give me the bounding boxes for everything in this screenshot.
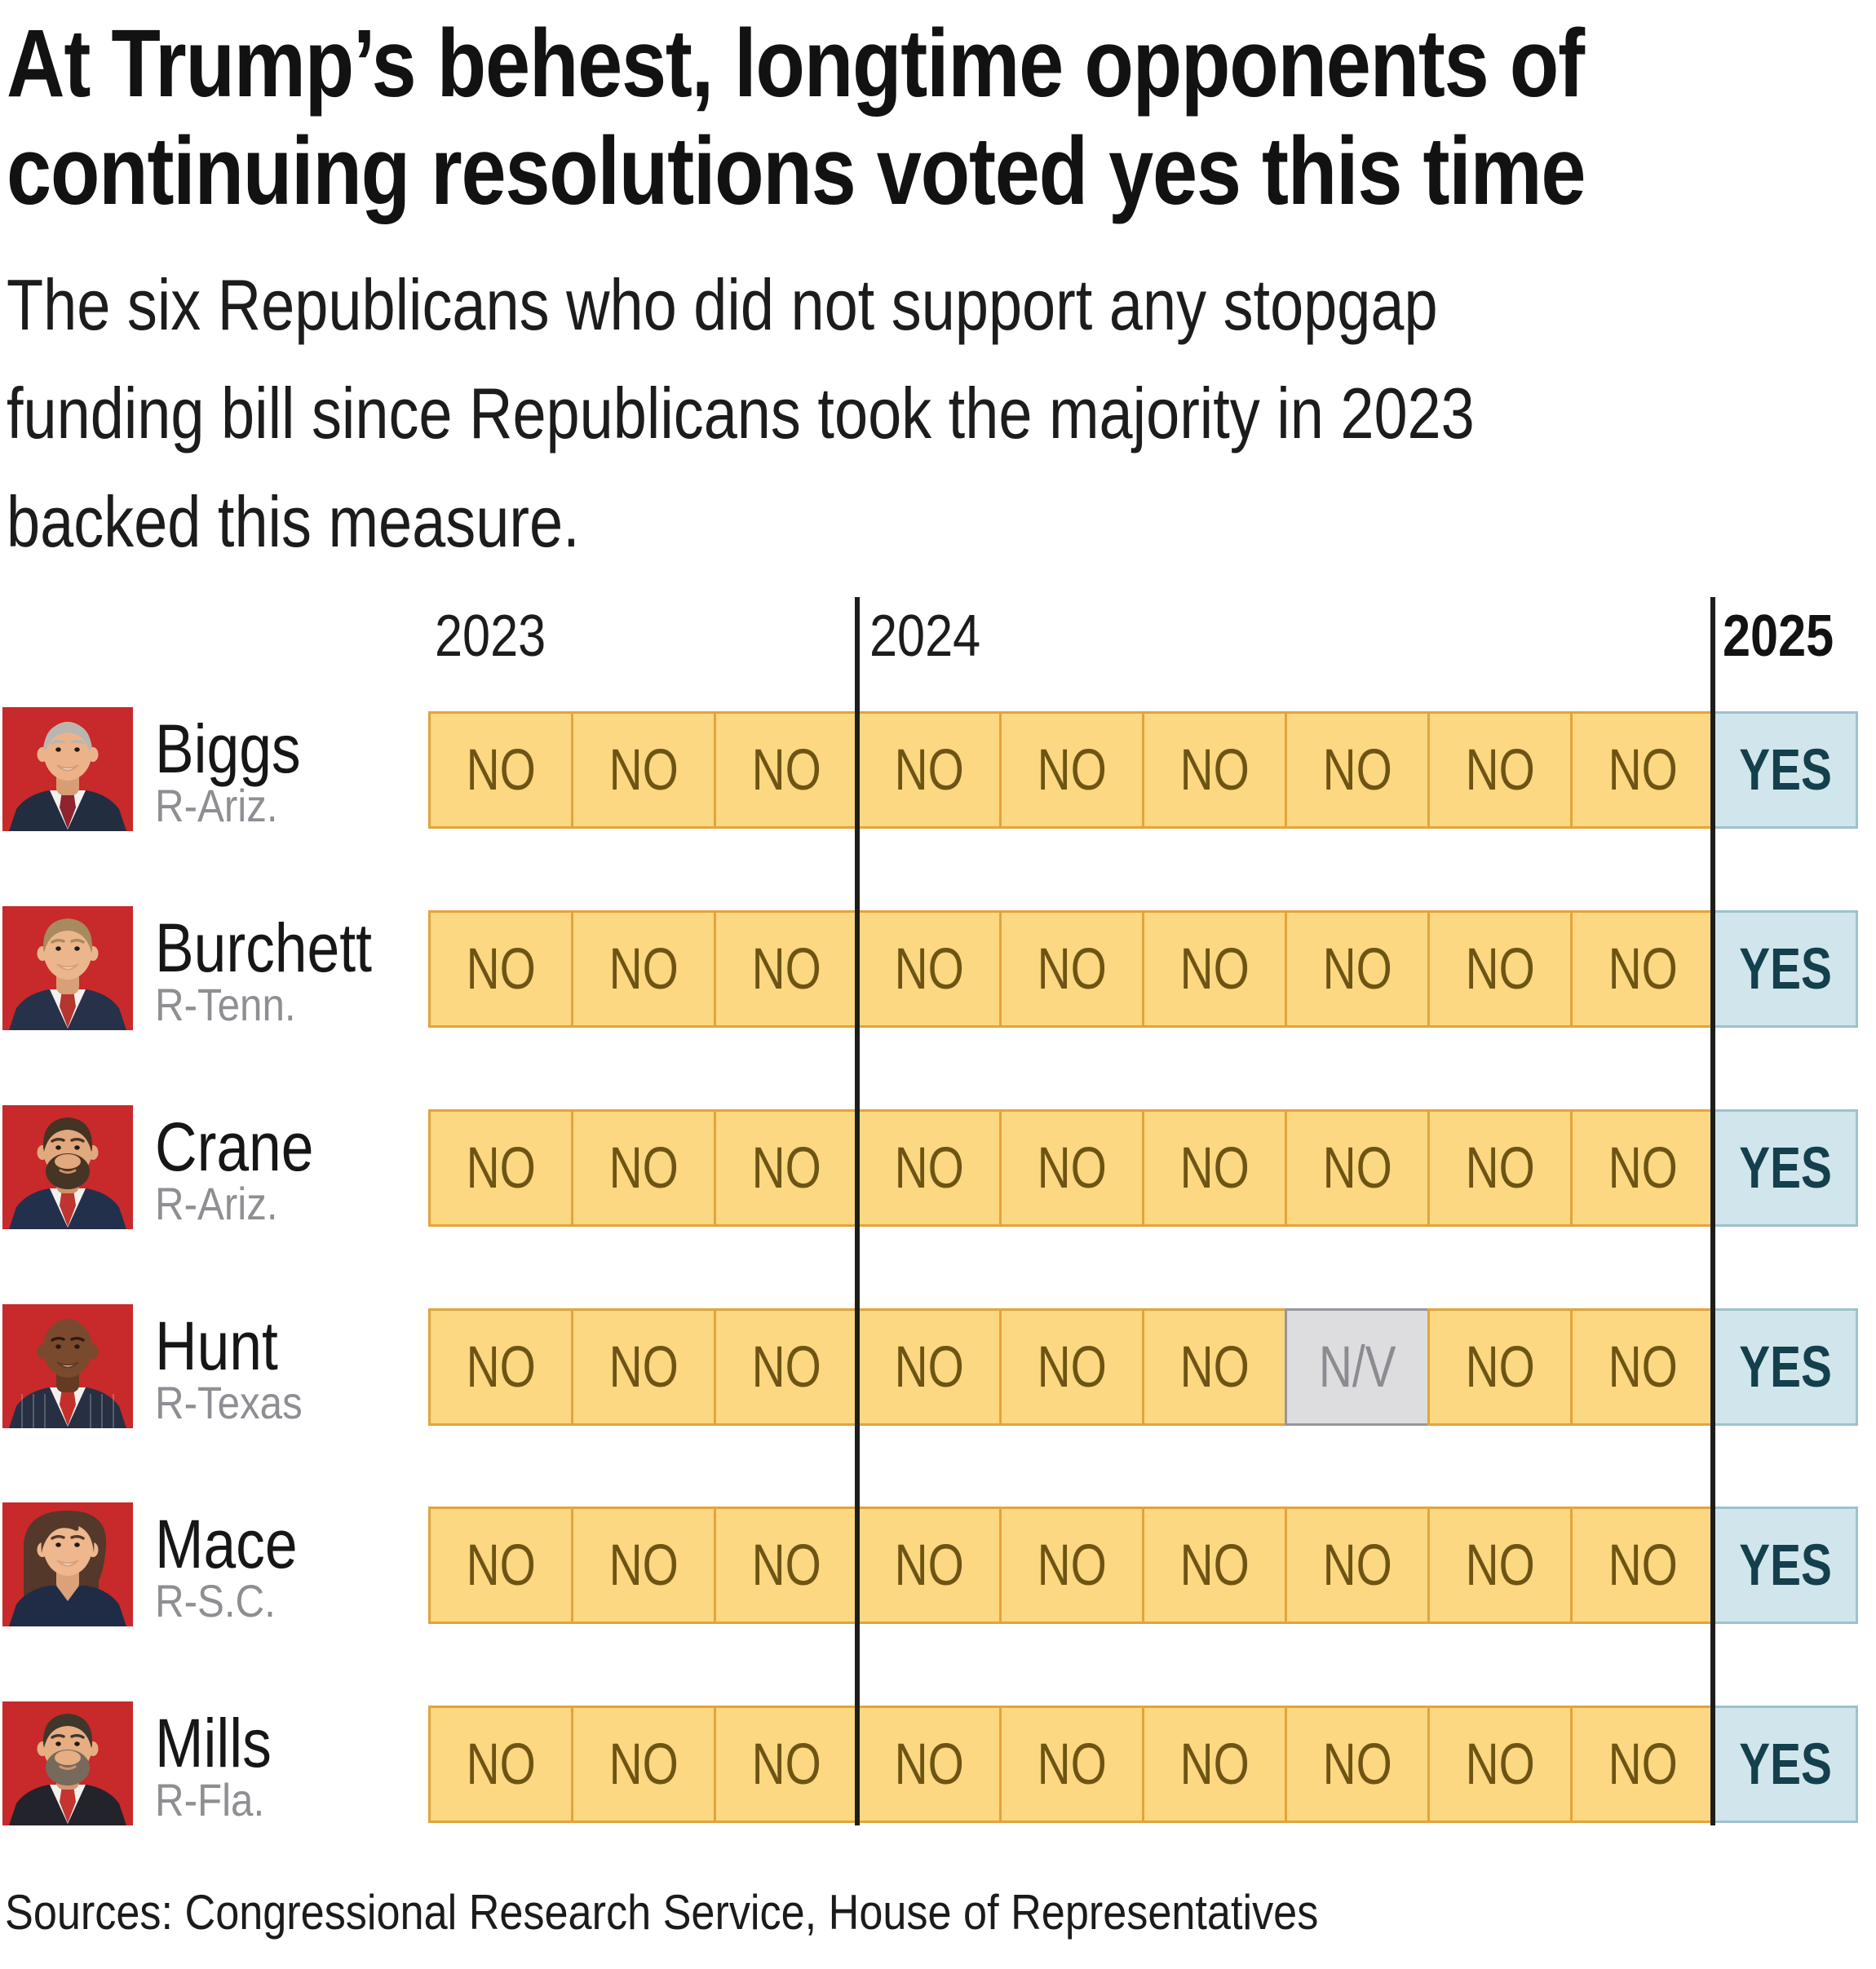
year-label-2025: 2025 bbox=[1723, 604, 1834, 669]
vote-cell: NO bbox=[999, 1308, 1144, 1426]
vote-cell: YES bbox=[1713, 1308, 1858, 1426]
vote-cell: NO bbox=[1570, 1109, 1715, 1227]
vote-cell: NO bbox=[856, 1308, 1002, 1426]
vote-cell: NO bbox=[1285, 910, 1430, 1028]
page-title: At Trump’s behest, longtime opponents of… bbox=[7, 10, 1876, 225]
member-name: Burchett bbox=[155, 909, 372, 986]
vote-cell: NO bbox=[428, 711, 573, 829]
vote-cell: NO bbox=[1142, 1507, 1287, 1624]
vote-cell: NO bbox=[1142, 1308, 1287, 1426]
vote-cell: NO bbox=[571, 1507, 716, 1624]
vote-cell: N/V bbox=[1285, 1308, 1430, 1426]
vote-cell: NO bbox=[1285, 1706, 1430, 1823]
vote-cell: NO bbox=[1427, 1507, 1573, 1624]
vote-cell: NO bbox=[1570, 1308, 1715, 1426]
vote-cell: YES bbox=[1713, 1706, 1858, 1823]
title-line-1: At Trump’s behest, longtime opponents of bbox=[7, 10, 1585, 117]
subtitle-line-2: funding bill since Republicans took the … bbox=[7, 373, 1475, 454]
vote-cell: NO bbox=[1142, 1706, 1287, 1823]
vote-cell: NO bbox=[714, 711, 859, 829]
title-line-2: continuing resolutions voted yes this ti… bbox=[7, 117, 1586, 225]
vote-cell: NO bbox=[999, 1706, 1144, 1823]
member-party-state: R-Fla. bbox=[155, 1774, 265, 1825]
vote-cell: NO bbox=[1427, 910, 1573, 1028]
vote-cell: YES bbox=[1713, 711, 1858, 829]
vote-cell: NO bbox=[856, 1706, 1002, 1823]
vote-cell: NO bbox=[714, 1308, 859, 1426]
vote-cell: NO bbox=[571, 1308, 716, 1426]
vote-cell: NO bbox=[1570, 1706, 1715, 1823]
member-party-state: R-Texas bbox=[155, 1377, 303, 1428]
member-photo-biggs bbox=[2, 707, 133, 831]
vote-cell: NO bbox=[428, 1706, 573, 1823]
vote-cell: NO bbox=[714, 910, 859, 1028]
vote-cell: NO bbox=[856, 1109, 1002, 1227]
vote-cell: NO bbox=[1570, 711, 1715, 829]
vote-cell: NO bbox=[571, 910, 716, 1028]
vote-cell: NO bbox=[571, 1109, 716, 1227]
vote-cell: NO bbox=[1427, 1308, 1573, 1426]
vote-cell: NO bbox=[999, 910, 1144, 1028]
member-party-state: R-Ariz. bbox=[155, 780, 278, 831]
member-photo-crane bbox=[2, 1105, 133, 1229]
vote-cell: NO bbox=[428, 910, 573, 1028]
year-divider-2024 bbox=[855, 597, 860, 1825]
vote-cell: NO bbox=[1570, 1507, 1715, 1624]
vote-cell: NO bbox=[714, 1109, 859, 1227]
member-photo-hunt bbox=[2, 1304, 133, 1428]
vote-cell: NO bbox=[856, 711, 1002, 829]
vote-cell: NO bbox=[999, 711, 1144, 829]
vote-cell: NO bbox=[1142, 910, 1287, 1028]
vote-cell: NO bbox=[999, 1507, 1144, 1624]
vote-cell: NO bbox=[428, 1308, 573, 1426]
vote-cell: NO bbox=[1285, 1109, 1430, 1227]
vote-cell: NO bbox=[1427, 1706, 1573, 1823]
vote-cell: NO bbox=[428, 1507, 573, 1624]
member-party-state: R-Tenn. bbox=[155, 979, 296, 1030]
vote-cell: NO bbox=[1427, 1109, 1573, 1227]
vote-cell: NO bbox=[856, 1507, 1002, 1624]
vote-cell: NO bbox=[1427, 711, 1573, 829]
year-label-2023: 2023 bbox=[435, 604, 546, 669]
member-name: Mills bbox=[155, 1705, 272, 1781]
member-name: Crane bbox=[155, 1108, 314, 1185]
member-party-state: R-S.C. bbox=[155, 1575, 276, 1626]
vote-cell: NO bbox=[1142, 711, 1287, 829]
vote-cell: NO bbox=[714, 1507, 859, 1624]
vote-cell: NO bbox=[1142, 1109, 1287, 1227]
vote-cell: NO bbox=[856, 910, 1002, 1028]
vote-cell: NO bbox=[1570, 910, 1715, 1028]
member-name: Hunt bbox=[155, 1308, 278, 1384]
member-photo-mace bbox=[2, 1502, 133, 1626]
vote-cell: NO bbox=[571, 1706, 716, 1823]
vote-cell: NO bbox=[428, 1109, 573, 1227]
vote-cell: YES bbox=[1713, 1507, 1858, 1624]
vote-cell: NO bbox=[714, 1706, 859, 1823]
source-note: Sources: Congressional Research Service,… bbox=[5, 1885, 1319, 1940]
vote-cell: NO bbox=[571, 711, 716, 829]
vote-cell: YES bbox=[1713, 910, 1858, 1028]
vote-cell: NO bbox=[1285, 711, 1430, 829]
member-name: Mace bbox=[155, 1506, 298, 1582]
member-photo-burchett bbox=[2, 906, 133, 1030]
year-label-2024: 2024 bbox=[869, 604, 981, 669]
year-divider-2025 bbox=[1710, 597, 1715, 1825]
member-photo-mills bbox=[2, 1701, 133, 1825]
vote-cell: YES bbox=[1713, 1109, 1858, 1227]
member-party-state: R-Ariz. bbox=[155, 1178, 278, 1229]
vote-cell: NO bbox=[1285, 1507, 1430, 1624]
subtitle-line-3: backed this measure. bbox=[7, 481, 580, 562]
vote-cell: NO bbox=[999, 1109, 1144, 1227]
member-name: Biggs bbox=[155, 710, 301, 787]
subtitle-line-1: The six Republicans who did not support … bbox=[7, 264, 1438, 345]
chart-subtitle: The six Republicans who did not support … bbox=[7, 250, 1754, 576]
